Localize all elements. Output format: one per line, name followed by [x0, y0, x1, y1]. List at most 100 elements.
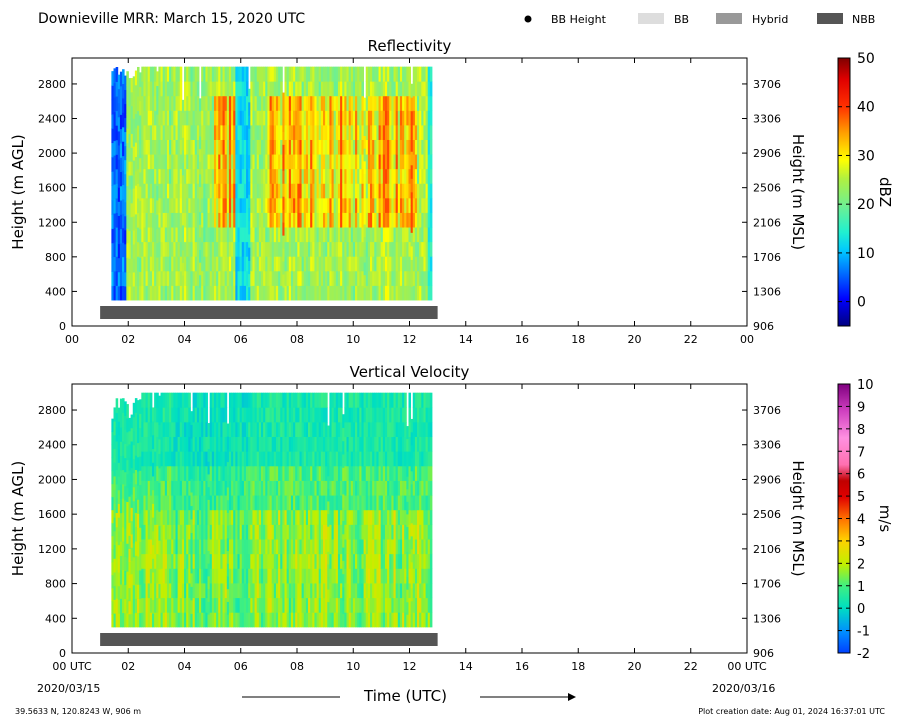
reflectivity-cell — [378, 95, 382, 111]
velocity-cell — [213, 480, 217, 496]
velocity-cell — [130, 587, 134, 601]
reflectivity-cell — [162, 125, 166, 140]
reflectivity-cell — [190, 110, 193, 126]
reflectivity-cell — [322, 197, 326, 213]
reflectivity-cell — [213, 81, 217, 97]
velocity-cell — [299, 421, 303, 437]
velocity-cell — [372, 392, 375, 408]
velocity-cell — [188, 509, 191, 525]
reflectivity-cell — [115, 154, 119, 170]
velocity-cell — [203, 421, 206, 437]
reflectivity-cell — [429, 154, 433, 170]
reflectivity-cell — [128, 119, 132, 134]
velocity-cell — [402, 553, 405, 569]
reflectivity-cell — [299, 197, 303, 213]
velocity-cell — [355, 465, 358, 481]
reflectivity-cell — [233, 241, 236, 257]
velocity-cell — [164, 597, 168, 613]
reflectivity-cell — [162, 270, 166, 286]
reflectivity-cell — [382, 256, 386, 272]
velocity-cell — [414, 568, 418, 584]
velocity-cell — [156, 612, 159, 628]
reflectivity-cell — [316, 183, 320, 199]
reflectivity-cell — [425, 125, 429, 140]
velocity-cell — [376, 436, 379, 452]
reflectivity-cell — [124, 131, 127, 147]
reflectivity-cell — [213, 139, 217, 155]
reflectivity-cell — [393, 139, 397, 155]
velocity-cell — [190, 586, 193, 601]
velocity-cell — [145, 583, 149, 599]
velocity-cell — [258, 480, 262, 496]
velocity-cell — [295, 539, 298, 555]
velocity-cell — [181, 539, 185, 555]
reflectivity-cell — [314, 241, 317, 257]
y-tick-label: 2400 — [38, 113, 66, 126]
reflectivity-cell — [406, 95, 409, 111]
reflectivity-cell — [269, 183, 273, 199]
velocity-cell — [376, 407, 379, 423]
velocity-cell — [293, 407, 296, 423]
reflectivity-cell — [256, 66, 260, 82]
reflectivity-cell — [145, 139, 149, 155]
reflectivity-cell — [147, 110, 151, 126]
velocity-cell — [397, 392, 401, 408]
reflectivity-cell — [235, 81, 238, 97]
velocity-cell — [166, 407, 170, 423]
reflectivity-cell — [387, 139, 390, 155]
velocity-cell — [429, 407, 433, 423]
reflectivity-cell — [399, 270, 403, 286]
velocity-cell — [299, 553, 303, 569]
velocity-cell — [196, 568, 200, 584]
reflectivity-cell — [361, 270, 364, 286]
velocity-cell — [346, 583, 350, 599]
velocity-cell — [271, 539, 275, 555]
reflectivity-cell — [145, 95, 149, 111]
velocity-cell — [267, 495, 270, 511]
velocity-cell — [156, 480, 159, 496]
reflectivity-cell — [231, 183, 234, 199]
velocity-cell — [271, 465, 275, 481]
velocity-cell — [273, 597, 277, 613]
velocity-cell — [134, 569, 138, 585]
velocity-cell — [295, 568, 298, 584]
reflectivity-cell — [423, 81, 426, 97]
velocity-cell — [171, 524, 174, 540]
velocity-cell — [425, 465, 429, 481]
velocity-cell — [132, 402, 136, 418]
reflectivity-cell — [246, 227, 249, 243]
velocity-cell — [143, 568, 146, 584]
reflectivity-cell — [252, 154, 255, 170]
reflectivity-cell — [427, 212, 431, 228]
reflectivity-cell — [348, 95, 352, 111]
reflectivity-cell — [387, 256, 390, 272]
reflectivity-cell — [194, 212, 198, 228]
reflectivity-cell — [117, 201, 121, 216]
reflectivity-cell — [111, 285, 114, 301]
velocity-cell — [250, 568, 253, 584]
velocity-cell — [429, 421, 433, 437]
velocity-cell — [308, 451, 311, 467]
reflectivity-cell — [228, 227, 232, 243]
velocity-cell — [248, 553, 251, 569]
reflectivity-cell — [329, 183, 332, 199]
reflectivity-cell — [228, 66, 232, 82]
velocity-cell — [209, 465, 213, 481]
velocity-cell — [246, 451, 249, 467]
reflectivity-cell — [181, 162, 185, 176]
reflectivity-cell — [231, 81, 234, 97]
velocity-cell — [417, 553, 420, 569]
velocity-cell — [151, 489, 155, 504]
velocity-cell — [143, 480, 146, 496]
reflectivity-cell — [196, 241, 200, 257]
velocity-cell — [269, 583, 273, 599]
reflectivity-cell — [151, 270, 155, 286]
velocity-cell — [160, 436, 164, 452]
velocity-cell — [130, 414, 134, 429]
reflectivity-cell — [269, 212, 273, 228]
reflectivity-cell — [199, 186, 202, 200]
velocity-cell — [378, 392, 382, 408]
reflectivity-cell — [164, 256, 168, 272]
reflectivity-cell — [190, 256, 193, 272]
reflectivity-cell — [250, 168, 253, 184]
